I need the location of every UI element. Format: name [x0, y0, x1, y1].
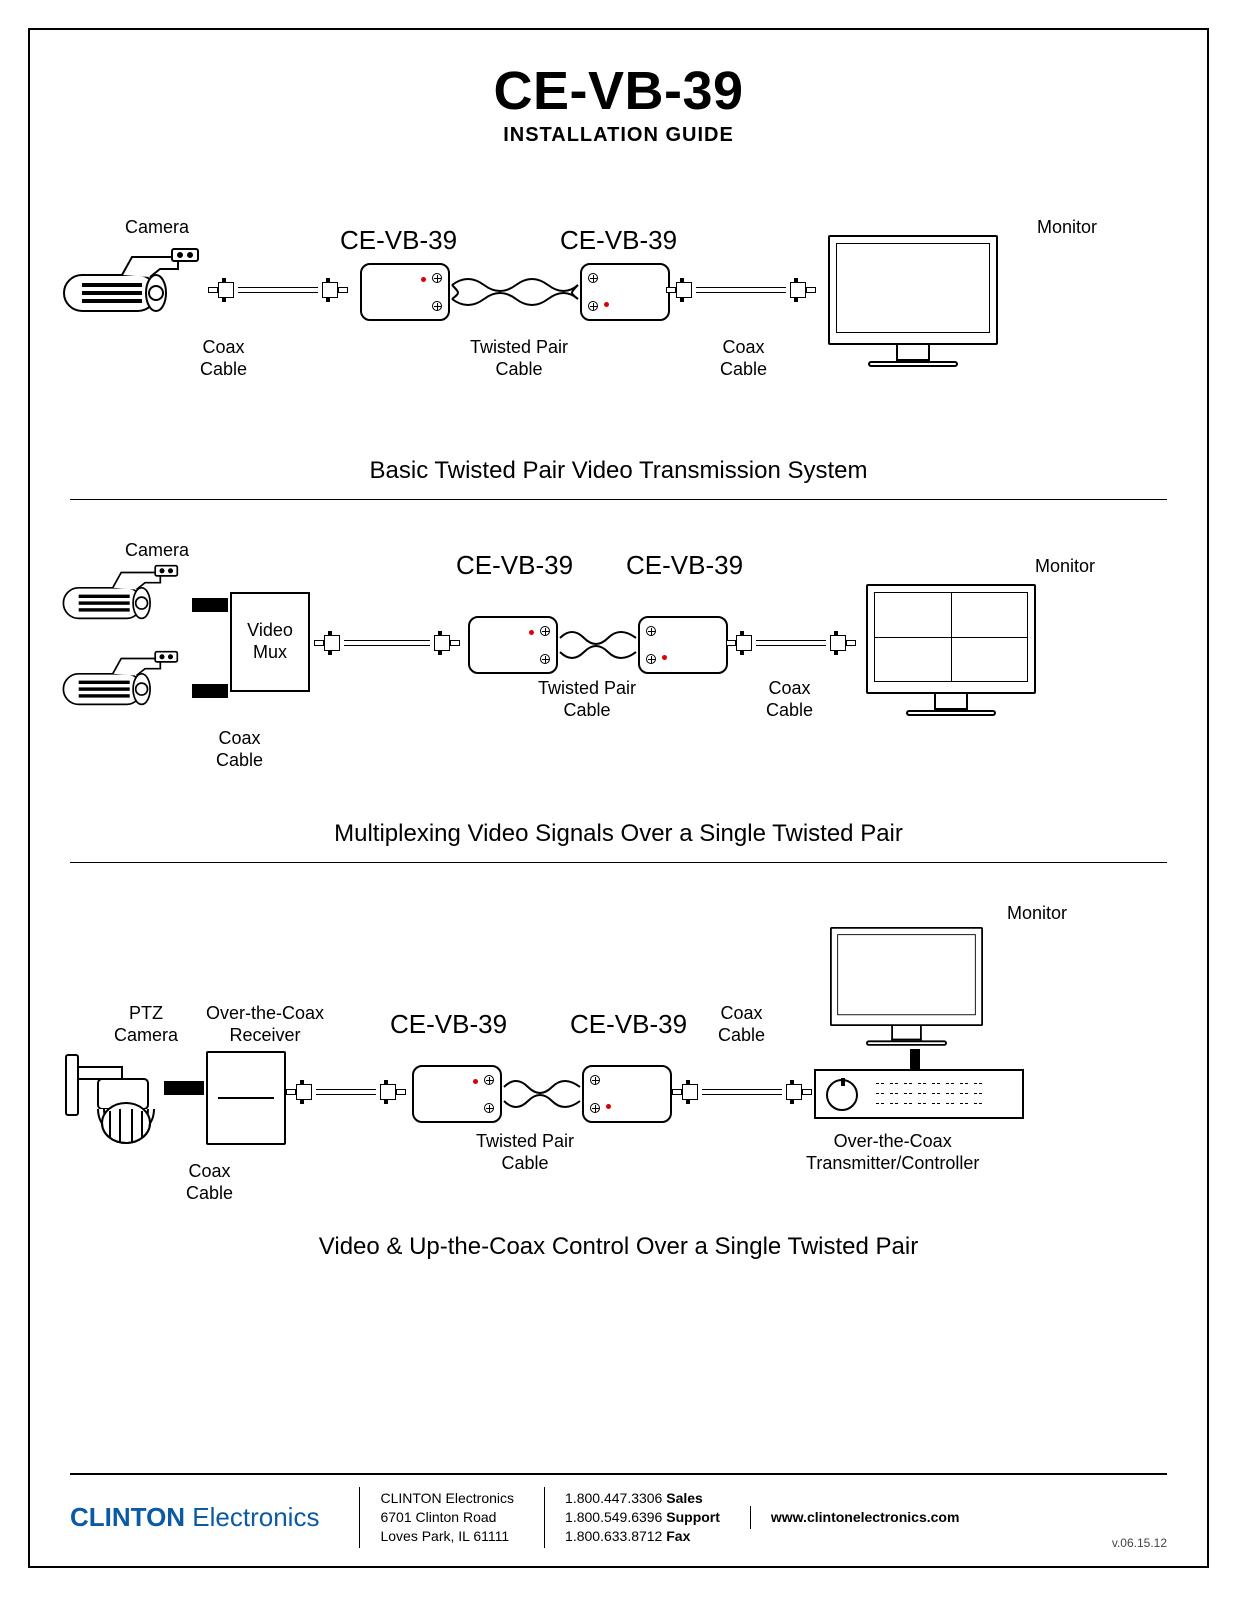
camera-label: Camera [125, 540, 189, 562]
bnc-connector-icon [780, 1081, 808, 1103]
coax-cable-icon [702, 1089, 782, 1095]
monitor-label: Monitor [1035, 556, 1095, 578]
page-frame: CE-VB-39 INSTALLATION GUIDE Camera CE-VB… [28, 28, 1209, 1568]
bnc-connector-icon [730, 632, 758, 654]
bnc-connector-icon [290, 1081, 318, 1103]
monitor-quad-icon [866, 584, 1036, 716]
brand-logo: CLINTON Electronics [70, 1502, 319, 1533]
controller-icon [814, 1069, 1024, 1119]
coax-right-label: Coax Cable [766, 678, 813, 721]
controller-label: Over-the-Coax Transmitter/Controller [806, 1131, 979, 1174]
twisted-label: Twisted Pair Cable [538, 678, 636, 721]
coax-right-label: Coax Cable [720, 337, 767, 380]
product-title: CE-VB-39 [70, 60, 1167, 122]
bnc-connector-icon [428, 632, 456, 654]
balun-right-label: CE-VB-39 [570, 1009, 687, 1040]
bnc-connector-icon [676, 1081, 704, 1103]
website-text: www.clintonelectronics.com [771, 1509, 960, 1525]
footer-website: www.clintonelectronics.com [750, 1506, 1167, 1529]
separator [70, 499, 1167, 500]
balun-icon [582, 1065, 672, 1123]
receiver-label: Over-the-Coax Receiver [206, 1003, 324, 1046]
balun-right-label: CE-VB-39 [626, 550, 743, 581]
footer-row: CLINTON Electronics CLINTON Electronics … [70, 1487, 1167, 1548]
balun-icon [580, 263, 670, 321]
monitor-label: Monitor [1037, 217, 1097, 239]
diagram-basic: Camera CE-VB-39 CE-VB-39 Monitor Coax Ca… [70, 217, 1167, 437]
footer: CLINTON Electronics CLINTON Electronics … [70, 1473, 1167, 1548]
balun-icon [360, 263, 450, 321]
coax-left-label: Coax Cable [200, 337, 247, 380]
balun-left-label: CE-VB-39 [390, 1009, 507, 1040]
twisted-pair-icon [558, 624, 638, 668]
bnc-connector-icon [374, 1081, 402, 1103]
bnc-connector-icon [316, 279, 344, 301]
monitor-label: Monitor [1007, 903, 1067, 925]
camera-icon [60, 650, 188, 727]
coax-left-label: Coax Cable [216, 728, 263, 771]
twisted-pair-icon [502, 1073, 582, 1117]
caption-mux: Multiplexing Video Signals Over a Single… [70, 820, 1167, 848]
camera-icon [60, 564, 188, 641]
doc-subtitle: INSTALLATION GUIDE [70, 124, 1167, 147]
section-mux: Camera CE-VB-39 CE-VB-39 Monitor Coax Ca… [70, 540, 1167, 863]
balun-icon [412, 1065, 502, 1123]
coax-cable-icon [756, 640, 826, 646]
title-block: CE-VB-39 INSTALLATION GUIDE [70, 60, 1167, 147]
monitor-icon [828, 235, 998, 367]
addr-line2: 6701 Clinton Road [380, 1508, 514, 1527]
diagram-ptz: Monitor PTZ Camera Over-the-Coax Receive… [70, 903, 1167, 1213]
version-text: v.06.15.12 [1112, 1536, 1167, 1550]
bnc-connector-icon [824, 632, 852, 654]
footer-rule [70, 1473, 1167, 1475]
caption-basic: Basic Twisted Pair Video Transmission Sy… [70, 457, 1167, 485]
cable-stub-icon [192, 598, 228, 612]
phone-fax: 1.800.633.8712 Fax [565, 1527, 720, 1546]
coax-cable-icon [344, 640, 430, 646]
brand-light: Electronics [185, 1502, 319, 1532]
addr-line3: Loves Park, IL 61111 [380, 1527, 514, 1546]
diagram-mux: Camera CE-VB-39 CE-VB-39 Monitor Coax Ca… [70, 540, 1167, 800]
ptz-camera-icon [64, 1053, 174, 1193]
receiver-icon [206, 1051, 286, 1145]
section-basic: Camera CE-VB-39 CE-VB-39 Monitor Coax Ca… [70, 217, 1167, 500]
footer-phones: 1.800.447.3306 Sales 1.800.549.6396 Supp… [544, 1487, 720, 1548]
cable-stub-icon [910, 1049, 920, 1069]
twisted-label: Twisted Pair Cable [470, 337, 568, 380]
twisted-label: Twisted Pair Cable [476, 1131, 574, 1174]
caption-ptz: Video & Up-the-Coax Control Over a Singl… [70, 1233, 1167, 1261]
video-mux-icon: Video Mux [230, 592, 310, 692]
balun-left-label: CE-VB-39 [340, 225, 457, 256]
balun-right-label: CE-VB-39 [560, 225, 677, 256]
coax-cable-icon [696, 287, 786, 293]
monitor-icon [830, 927, 983, 1046]
coax-cable-icon [316, 1089, 376, 1095]
balun-left-label: CE-VB-39 [456, 550, 573, 581]
bnc-connector-icon [784, 279, 812, 301]
bnc-connector-icon [318, 632, 346, 654]
bnc-connector-icon [212, 279, 240, 301]
phone-support: 1.800.549.6396 Support [565, 1508, 720, 1527]
camera-icon [60, 247, 210, 337]
camera-label: Camera [125, 217, 189, 239]
cable-stub-icon [164, 1081, 204, 1095]
coax-cable-icon [238, 287, 318, 293]
twisted-pair-icon [450, 271, 580, 315]
coax-left-label: Coax Cable [186, 1161, 233, 1204]
separator [70, 862, 1167, 863]
cable-stub-icon [192, 684, 228, 698]
balun-icon [638, 616, 728, 674]
balun-icon [468, 616, 558, 674]
phone-sales: 1.800.447.3306 Sales [565, 1489, 720, 1508]
coax-right-label: Coax Cable [718, 1003, 765, 1046]
addr-line1: CLINTON Electronics [380, 1489, 514, 1508]
footer-address: CLINTON Electronics 6701 Clinton Road Lo… [359, 1487, 514, 1548]
ptz-camera-label: PTZ Camera [114, 1003, 178, 1046]
brand-bold: CLINTON [70, 1502, 185, 1532]
section-ptz: Monitor PTZ Camera Over-the-Coax Receive… [70, 903, 1167, 1261]
bnc-connector-icon [670, 279, 698, 301]
